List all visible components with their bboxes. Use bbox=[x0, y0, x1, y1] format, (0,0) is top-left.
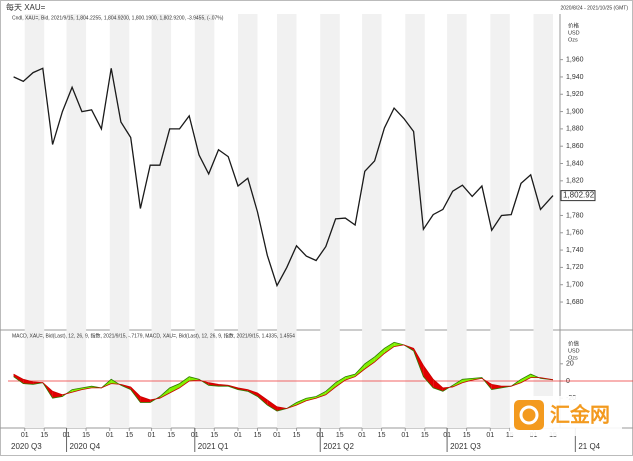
quarter-label: 2021 Q2 bbox=[323, 442, 354, 451]
x-tick-label: 01 bbox=[358, 432, 366, 439]
x-tick-label: 15 bbox=[293, 432, 301, 439]
x-tick-label: 15 bbox=[254, 432, 262, 439]
background-stripe bbox=[320, 14, 340, 428]
legend: MACD, XAU=, Bid(Last), 12, 26, 9, 指数, 20… bbox=[12, 332, 295, 339]
background-stripe bbox=[66, 14, 87, 428]
quarter-label: 2021 Q1 bbox=[198, 442, 229, 451]
background-stripe bbox=[490, 14, 510, 428]
axis-unit: Ozs bbox=[568, 37, 578, 43]
x-tick-label: 01 bbox=[106, 432, 114, 439]
quarter-label: 2021 Q3 bbox=[450, 442, 481, 451]
macd-fill bbox=[238, 387, 248, 392]
background-stripe bbox=[533, 14, 554, 428]
y-tick-label: 1,920 bbox=[566, 91, 584, 98]
axis-unit: 价值 bbox=[568, 339, 580, 347]
y-tick-label: 1,820 bbox=[566, 178, 584, 185]
axis-unit: USD bbox=[568, 348, 580, 354]
watermark-logo bbox=[514, 400, 544, 430]
date-range: 2020/8/24 - 2021/10/25 (GMT) bbox=[560, 5, 628, 11]
x-tick-label: 01 bbox=[234, 432, 242, 439]
watermark-logo-ring bbox=[519, 405, 539, 425]
macd-fill bbox=[189, 376, 199, 381]
macd-fill bbox=[394, 342, 404, 347]
axis-unit: USD bbox=[568, 30, 580, 36]
x-tick-label: 15 bbox=[421, 432, 429, 439]
x-tick-label: 01 bbox=[21, 432, 29, 439]
macd-line bbox=[13, 344, 554, 409]
y-tick-label: 1,760 bbox=[566, 230, 584, 237]
macd-fill bbox=[345, 374, 356, 381]
macd-fill bbox=[72, 387, 82, 393]
last-price-box bbox=[560, 190, 596, 202]
x-tick-label: 15 bbox=[336, 432, 344, 439]
y-tick-label: 1,900 bbox=[566, 108, 584, 115]
x-tick-label: 01 bbox=[148, 432, 156, 439]
x-tick-label: 01 bbox=[273, 432, 281, 439]
x-tick-label: 15 bbox=[167, 432, 175, 439]
macd-fill bbox=[364, 356, 375, 369]
x-tick-label: 01 bbox=[401, 432, 409, 439]
x-tick-label: 01 bbox=[486, 432, 494, 439]
background-stripe bbox=[194, 14, 215, 428]
background-stripe bbox=[405, 14, 425, 428]
x-tick-label: 15 bbox=[378, 432, 386, 439]
quarter-label: 21 Q4 bbox=[578, 442, 600, 451]
x-tick-label: 15 bbox=[210, 432, 218, 439]
last-price-label: 1,802.92 bbox=[563, 191, 595, 200]
macd-fill bbox=[325, 382, 336, 395]
background-stripe bbox=[447, 14, 467, 428]
quarter-label: 2020 Q3 bbox=[11, 442, 42, 451]
x-tick-label: 15 bbox=[506, 432, 514, 439]
y-tick-label: 1,680 bbox=[566, 299, 584, 306]
macd-fill bbox=[13, 374, 24, 384]
legend: Cndl, XAU=, Bid, 2021/9/15, 1,804.2255, … bbox=[12, 15, 224, 21]
macd-fill bbox=[306, 396, 317, 401]
macd-fill bbox=[169, 383, 180, 394]
axis-unit: 价格 bbox=[568, 21, 580, 29]
macd-fill bbox=[277, 406, 287, 412]
macd-fill bbox=[179, 376, 190, 388]
macd-fill bbox=[384, 342, 395, 354]
macd-fill bbox=[23, 379, 34, 385]
background-stripe bbox=[24, 14, 45, 428]
background-stripe bbox=[151, 14, 172, 428]
background-stripe bbox=[109, 14, 130, 428]
y-tick-label: 1,720 bbox=[566, 264, 584, 271]
y-tick-label: 1,840 bbox=[566, 160, 584, 167]
y-tick-label: 1,780 bbox=[566, 212, 584, 219]
macd-fill bbox=[335, 376, 346, 388]
y-tick-label: 1,740 bbox=[566, 247, 584, 254]
macd-line bbox=[13, 341, 554, 412]
background-stripe bbox=[238, 14, 258, 428]
background-stripe bbox=[277, 14, 297, 428]
macd-fill bbox=[423, 365, 434, 388]
background-stripe bbox=[362, 14, 382, 428]
x-tick-label: 15 bbox=[82, 432, 90, 439]
y-tick-label: 1,700 bbox=[566, 282, 584, 289]
macd-fill bbox=[257, 393, 268, 406]
y-tick-label: 1,940 bbox=[566, 74, 584, 81]
macd-fill bbox=[267, 399, 278, 412]
price-line bbox=[13, 67, 554, 288]
x-tick-label: 15 bbox=[40, 432, 48, 439]
y-tick-label: 1,860 bbox=[566, 143, 584, 150]
macd-fill bbox=[374, 348, 385, 363]
x-tick-label: 15 bbox=[125, 432, 133, 439]
axis-unit: Ozs bbox=[568, 355, 578, 361]
quarter-label: 2020 Q4 bbox=[70, 442, 101, 451]
y-tick-label: 20 bbox=[566, 361, 574, 368]
watermark-text: 汇金网 bbox=[550, 402, 610, 426]
y-tick-label: 1,960 bbox=[566, 56, 584, 63]
y-tick-label: 1,880 bbox=[566, 126, 584, 133]
macd-fill bbox=[52, 391, 63, 399]
chart-title: 每天 XAU= bbox=[6, 2, 46, 12]
macd-fill bbox=[520, 374, 531, 383]
macd-fill bbox=[355, 363, 365, 377]
x-tick-label: 15 bbox=[463, 432, 471, 439]
macd-fill bbox=[433, 379, 443, 392]
macd-fill bbox=[140, 396, 151, 403]
macd-fill bbox=[296, 398, 307, 406]
